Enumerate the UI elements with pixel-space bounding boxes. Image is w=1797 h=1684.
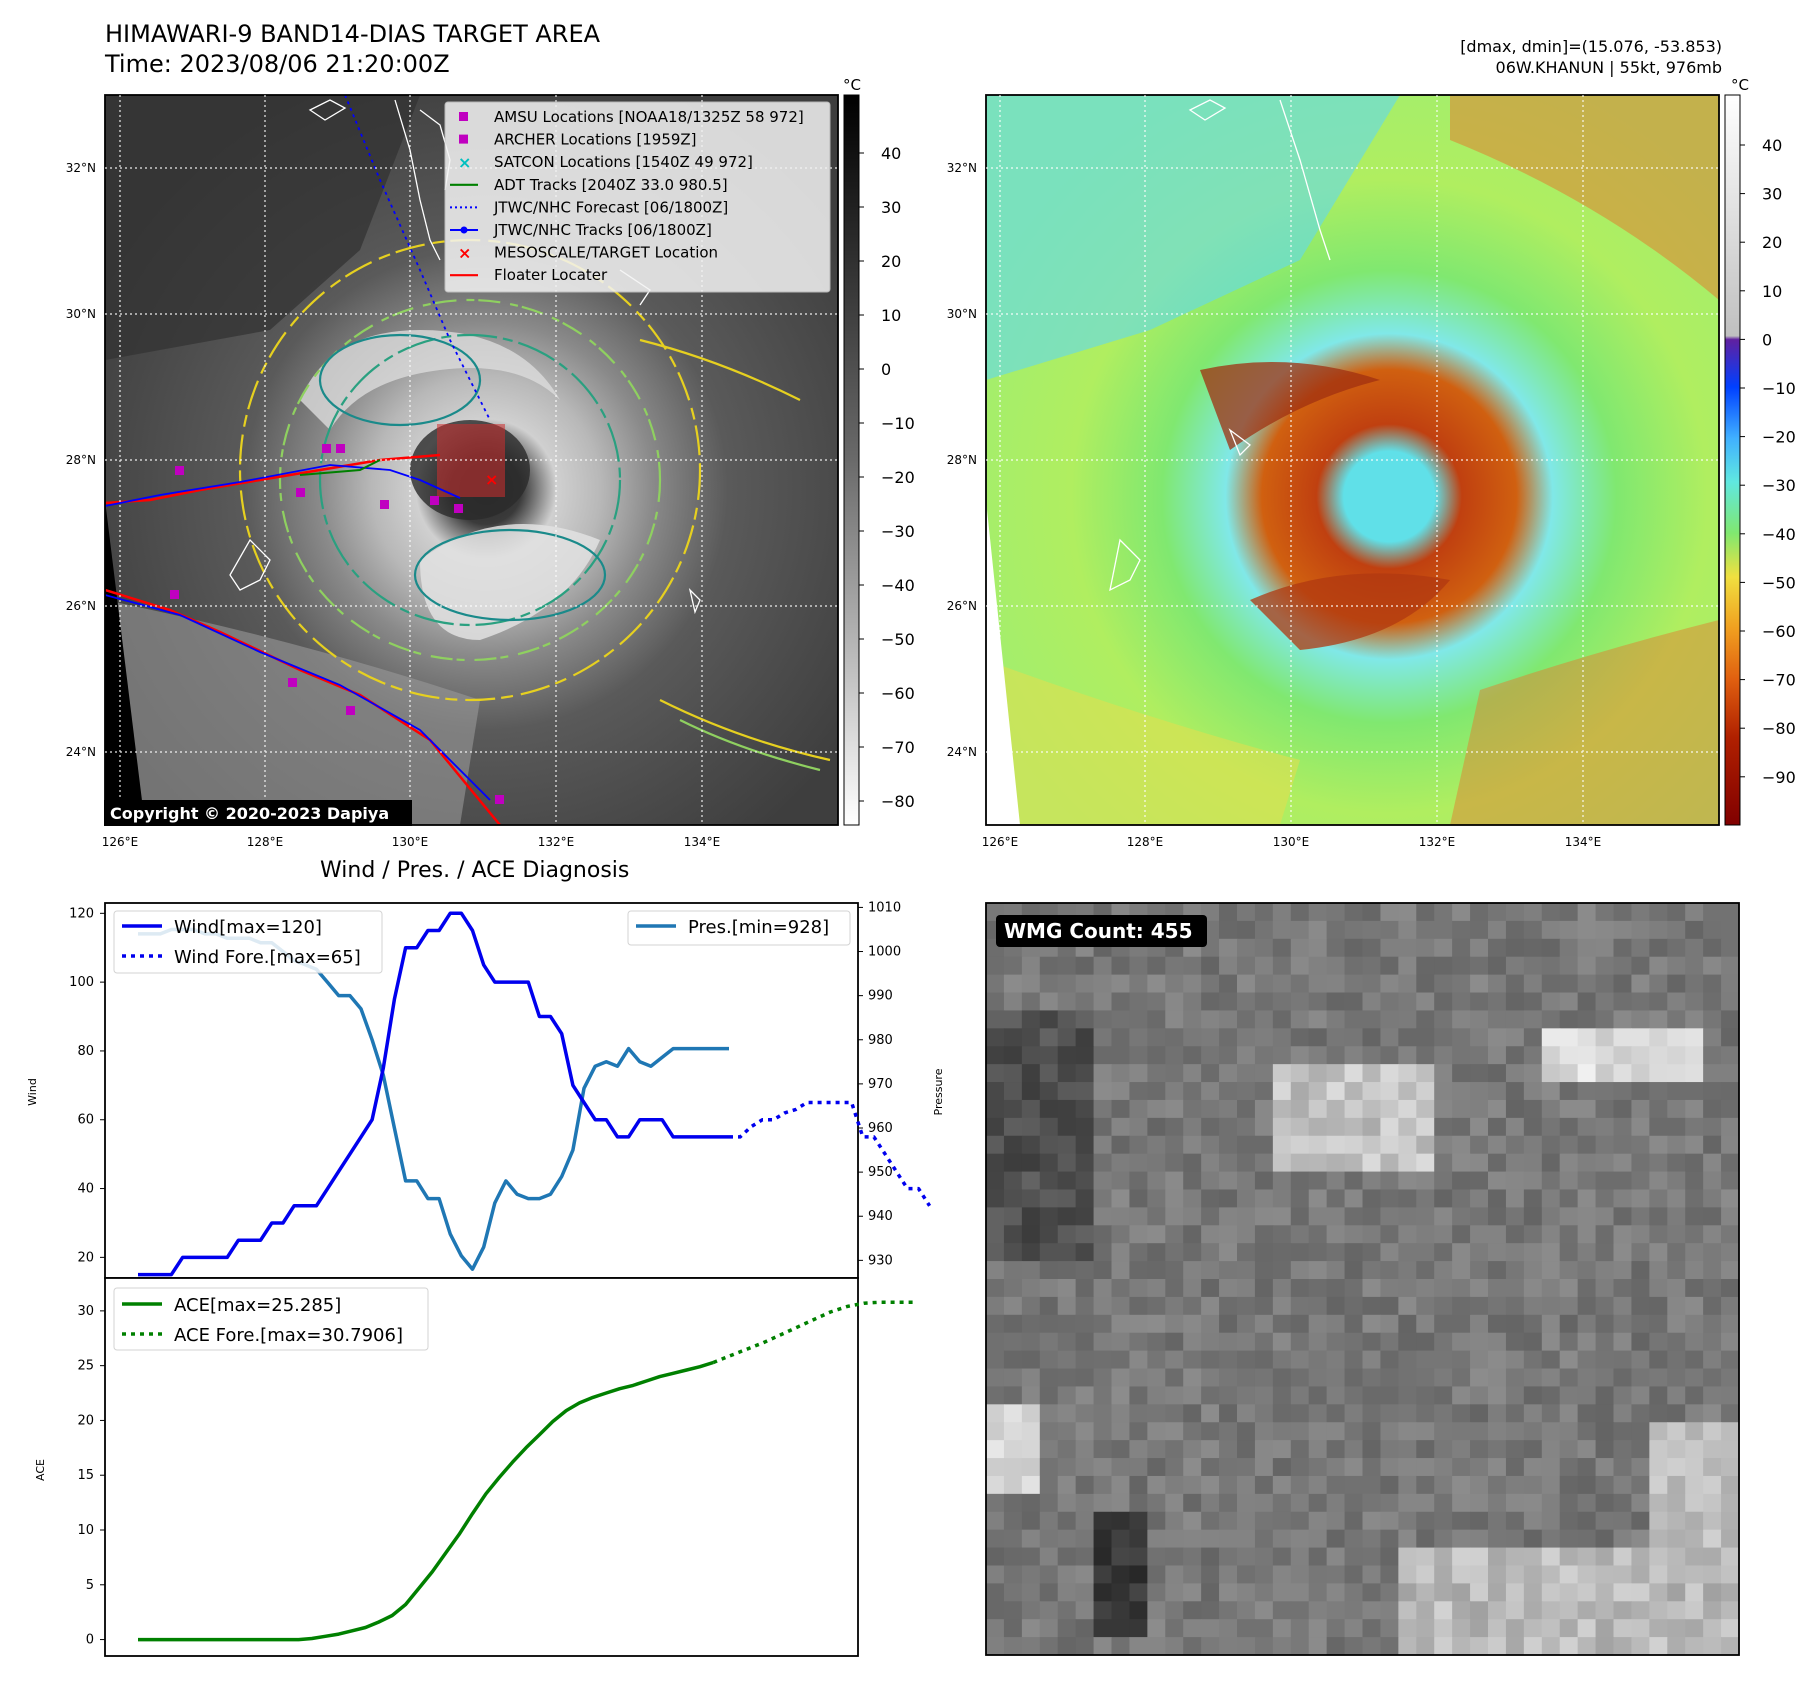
left-lat-label-28: 28°N [66, 453, 96, 467]
storm-info: 06W.KHANUN | 55kt, 976mb [1495, 58, 1722, 77]
colorbar-tick-label: −30 [881, 522, 915, 541]
colorbar-tick-label: 10 [881, 306, 901, 325]
left-lat-label-30: 30°N [66, 307, 96, 321]
left-lat-label-24: 24°N [66, 745, 96, 759]
left-lat-label-26: 26°N [66, 599, 96, 613]
colorbar-tick-label: 20 [881, 252, 901, 271]
colorbar-tick-label: 30 [881, 198, 901, 217]
legend-item: ARCHER Locations [1959Z] [459, 131, 697, 149]
colorbar-tick-label: 0 [881, 360, 891, 379]
colorbar-tick-label: −80 [881, 792, 915, 811]
legend-label: ADT Tracks [2040Z 33.0 980.5] [494, 176, 728, 194]
legend-item: JTWC/NHC Forecast [06/1800Z] [450, 198, 728, 216]
legend-x-marker: × [458, 244, 471, 263]
legend-label: SATCON Locations [1540Z 49 972] [494, 153, 753, 171]
svg-text:×: × [485, 470, 498, 489]
legend-label: JTWC/NHC Forecast [06/1800Z] [493, 198, 728, 216]
legend-item: ADT Tracks [2040Z 33.0 980.5] [450, 176, 728, 194]
legend-label: Floater Locater [494, 266, 608, 284]
left-legend [444, 101, 831, 293]
left-colorbar [843, 94, 860, 826]
legend-item: × SATCON Locations [1540Z 49 972] [458, 153, 753, 172]
legend-square-marker [459, 112, 468, 121]
left-lon-label-128: 128°E [247, 835, 284, 849]
left-lon-label-134: 134°E [684, 835, 721, 849]
legend-label: AMSU Locations [NOAA18/1325Z 58 972] [494, 108, 804, 126]
left-lat-label-32: 32°N [66, 161, 96, 175]
legend-item: JTWC/NHC Tracks [06/1800Z] [450, 221, 712, 239]
left-lon-label-126: 126°E [102, 835, 139, 849]
legend-item: × MESOSCALE/TARGET Location [458, 244, 718, 263]
legend-label: MESOSCALE/TARGET Location [494, 244, 718, 262]
diagnosis-panel-title: Wind / Pres. / ACE Diagnosis [320, 858, 630, 883]
colorbar-tick-label: −40 [881, 576, 915, 595]
legend-square-marker [459, 134, 468, 144]
copyright-label: Copyright © 2020-2023 Dapiya [110, 804, 389, 823]
colorbar-tick-label: −10 [881, 414, 915, 433]
left-lon-label-130: 130°E [392, 835, 429, 849]
left-colorbar-unit: °C [843, 76, 861, 94]
dmax-dmin-readout: [dmax, dmin]=(15.076, -53.853) [1460, 37, 1722, 56]
figure-title: HIMAWARI-9 BAND14-DIAS TARGET AREA [105, 20, 601, 48]
legend-label: JTWC/NHC Tracks [06/1800Z] [493, 221, 712, 239]
colorbar-tick-label: −50 [881, 630, 915, 649]
left-lon-label-132: 132°E [538, 835, 575, 849]
legend-label: ARCHER Locations [1959Z] [494, 131, 697, 149]
legend-item: AMSU Locations [NOAA18/1325Z 58 972] [459, 108, 804, 126]
legend-x-marker: × [458, 153, 471, 172]
colorbar-tick-label: −70 [881, 738, 915, 757]
legend-dot [460, 226, 468, 234]
colorbar-tick-label: 40 [881, 144, 901, 163]
colorbar-tick-label: −60 [881, 684, 915, 703]
legend-item: Floater Locater [450, 266, 608, 284]
figure-time: Time: 2023/08/06 21:20:00Z [105, 50, 450, 78]
colorbar-tick-label: −20 [881, 468, 915, 487]
